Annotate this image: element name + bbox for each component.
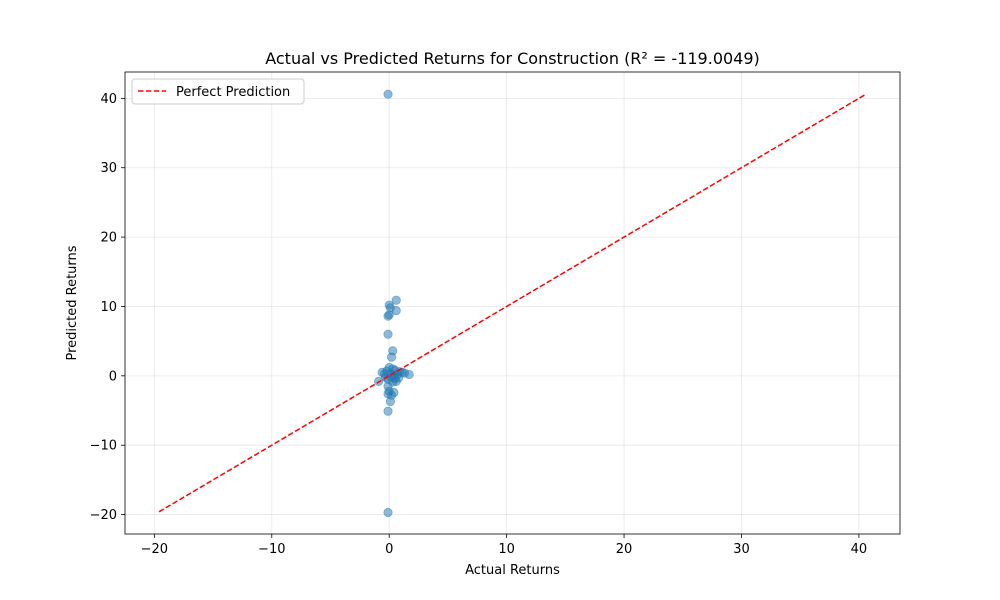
data-point <box>391 306 401 316</box>
data-point <box>389 387 399 398</box>
x-tick-label: 20 <box>616 542 633 557</box>
data-point <box>383 507 393 518</box>
data-point <box>391 295 401 305</box>
perfect-prediction-line <box>158 93 867 513</box>
plot-background <box>125 72 900 534</box>
data-point <box>383 89 393 99</box>
data-point <box>385 396 395 407</box>
y-tick-label: −10 <box>90 439 117 454</box>
x-tick-label: −10 <box>258 542 285 557</box>
x-axis-label: Actual Returns <box>465 563 560 578</box>
y-tick-label: 10 <box>100 300 117 315</box>
x-tick-label: 40 <box>851 542 868 557</box>
data-point <box>404 369 414 380</box>
scatter-points <box>374 89 414 518</box>
x-tick-label: 0 <box>385 542 393 557</box>
legend: Perfect Prediction <box>131 78 305 105</box>
y-tick-label: 0 <box>109 369 117 384</box>
chart-title: Actual vs Predicted Returns for Construc… <box>265 49 760 68</box>
y-tick-label: −20 <box>90 508 117 523</box>
y-tick-label: 30 <box>100 161 117 176</box>
legend-label: Perfect Prediction <box>176 85 290 100</box>
y-tick-label: 40 <box>100 92 117 107</box>
data-point <box>386 352 397 362</box>
y-axis-label: Predicted Returns <box>65 245 80 360</box>
plot-frame <box>124 71 901 535</box>
data-point <box>383 406 393 416</box>
data-point <box>383 329 393 339</box>
y-axis: −20 −10 0 10 20 30 40 <box>90 92 125 523</box>
y-grid <box>125 97 900 515</box>
y-tick-label: 20 <box>100 231 117 246</box>
data-point <box>384 310 394 320</box>
plot-area <box>124 71 901 535</box>
x-tick-label: −20 <box>141 542 168 557</box>
x-axis: −20 −10 0 10 20 30 40 <box>141 534 868 557</box>
legend-box <box>131 78 305 105</box>
x-tick-label: 10 <box>498 542 515 557</box>
x-tick-label: 30 <box>733 542 750 557</box>
